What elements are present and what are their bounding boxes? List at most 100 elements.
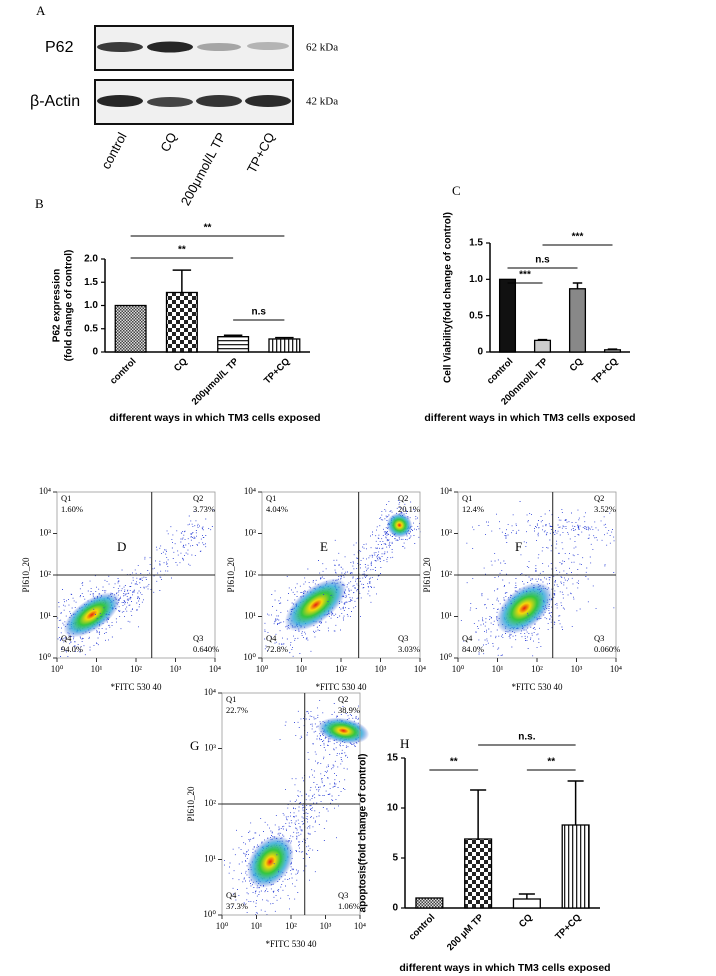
- bar: [114, 304, 147, 353]
- x-axis-label: different ways in which TM3 cells expose…: [424, 412, 635, 424]
- y-tick-label: 10⁰: [439, 652, 452, 662]
- x-tick-label: 10²: [130, 664, 142, 674]
- y-tick-label: 10⁰: [203, 909, 216, 919]
- y-axis-label: PI610_20: [422, 557, 432, 593]
- quadrant-name: Q3: [594, 633, 604, 643]
- y-tick-label: 10¹: [440, 611, 452, 621]
- significance-label: **: [204, 223, 212, 234]
- error-bar: [172, 269, 192, 293]
- quadrant-percent: 94.0%: [61, 644, 83, 654]
- blot-row-label: β-Actin: [30, 93, 80, 110]
- x-tick-label: 10³: [170, 664, 182, 674]
- y-axis-label: PI610_20: [186, 786, 196, 822]
- y-tick-label: 10²: [244, 569, 256, 579]
- lane-label: control: [98, 130, 130, 172]
- quadrant-percent: 1.06%: [338, 901, 360, 911]
- x-tick-label: 10⁴: [414, 664, 426, 674]
- x-tick-label: 10¹: [91, 664, 103, 674]
- y-tick-label: 10: [387, 803, 399, 814]
- significance-label: n.s: [535, 255, 550, 266]
- bar: [603, 349, 622, 353]
- quadrant-name: Q1: [61, 493, 71, 503]
- y-tick-label: 10⁴: [440, 486, 452, 496]
- y-tick-label: 10⁰: [243, 652, 256, 662]
- x-axis-label: different ways in which TM3 cells expose…: [109, 412, 320, 424]
- y-axis-label: PI610_20: [226, 557, 236, 593]
- quadrant-name: Q2: [338, 694, 348, 704]
- bar: [464, 838, 493, 909]
- panel-label: H: [400, 736, 409, 751]
- blot-band: [245, 95, 291, 107]
- x-tick-label: TP+CQ: [553, 912, 583, 942]
- y-tick-label: 5: [392, 853, 398, 864]
- panel-label: A: [36, 3, 46, 18]
- x-tick-label: CQ: [568, 356, 586, 374]
- x-tick-label: 200μmol/L TP: [190, 356, 242, 408]
- lane-label: TP+CQ: [244, 130, 278, 176]
- x-tick-label: TP+CQ: [590, 356, 620, 386]
- y-tick-label: 10⁴: [39, 486, 51, 496]
- scatter-dots: [323, 499, 417, 618]
- y-tick-label: 0.5: [84, 323, 98, 334]
- density-core: [63, 592, 121, 638]
- blot-row-label: P62: [45, 39, 74, 56]
- blot-band: [196, 95, 242, 107]
- x-tick-label: 10¹: [251, 921, 263, 931]
- y-tick-label: 10³: [440, 528, 452, 538]
- quadrant-name: Q2: [594, 493, 604, 503]
- blot-band: [97, 42, 143, 52]
- blot-size: 42 kDa: [306, 96, 338, 108]
- significance-label: **: [547, 757, 555, 768]
- quadrant-percent: 22.7%: [226, 705, 248, 715]
- x-tick-label: CQ: [172, 356, 190, 374]
- y-tick-label: 15: [387, 753, 399, 764]
- quadrant-name: Q1: [226, 694, 236, 704]
- y-tick-label: 0.5: [469, 310, 483, 321]
- panel-label: G: [190, 738, 199, 753]
- density-core: [317, 717, 370, 744]
- y-tick-label: 1.0: [84, 300, 98, 311]
- y-axis-label: Cell Viability(fold change of control): [443, 212, 454, 383]
- x-tick-label: 10⁰: [452, 664, 465, 674]
- x-tick-label: 10¹: [296, 664, 308, 674]
- significance-label: n.s: [252, 307, 267, 318]
- bar: [512, 898, 541, 909]
- x-axis-label: *FITC 530 40: [265, 939, 317, 949]
- significance-label: **: [178, 245, 186, 256]
- blot-band: [197, 43, 241, 51]
- quadrant-percent: 37.3%: [226, 901, 248, 911]
- x-tick-label: 10⁰: [51, 664, 64, 674]
- density-core: [284, 578, 347, 632]
- y-tick-label: 1.0: [469, 274, 483, 285]
- x-tick-label: 10³: [571, 664, 583, 674]
- x-tick-label: 10²: [335, 664, 347, 674]
- x-tick-label: 200 μM TP: [445, 912, 486, 953]
- y-tick-label: 10¹: [204, 854, 216, 864]
- x-tick-label: 10²: [285, 921, 297, 931]
- x-tick-label: control: [407, 912, 438, 943]
- bar: [533, 339, 552, 353]
- quadrant-percent: 20.1%: [398, 504, 420, 514]
- y-tick-label: 10²: [440, 569, 452, 579]
- x-axis-label: different ways in which TM3 cells expose…: [399, 962, 610, 974]
- quadrant-percent: 38.9%: [338, 705, 360, 715]
- scatter-dots: [466, 501, 615, 634]
- density-core: [496, 582, 553, 635]
- x-tick-label: 10⁴: [209, 664, 221, 674]
- x-tick-label: 10⁴: [610, 664, 622, 674]
- significance-label: n.s.: [518, 732, 535, 743]
- y-tick-label: 1.5: [84, 277, 98, 288]
- panel-label: F: [515, 539, 522, 554]
- y-tick-label: 10³: [39, 528, 51, 538]
- blot-band: [147, 97, 193, 107]
- y-tick-label: 0: [477, 347, 483, 358]
- y-tick-label: 10⁰: [38, 652, 51, 662]
- y-tick-label: 10²: [39, 569, 51, 579]
- x-tick-label: 10³: [320, 921, 332, 931]
- quadrant-name: Q3: [338, 890, 348, 900]
- y-axis-label: P62 expression: [52, 269, 63, 342]
- error-bar: [470, 789, 487, 839]
- blot-size: 62 kDa: [306, 42, 338, 54]
- lane-label: CQ: [157, 130, 179, 154]
